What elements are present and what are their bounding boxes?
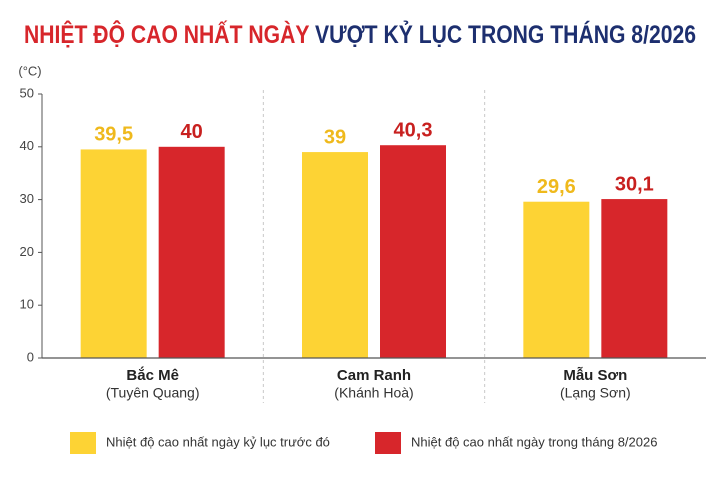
- x-tick-sublabel: (Khánh Hoà): [334, 385, 413, 401]
- chart-title: NHIỆT ĐỘ CAO NHẤT NGÀY VƯỢT KỶ LỤC TRONG…: [24, 19, 696, 49]
- bar: [601, 199, 668, 358]
- value-label: 30,1: [615, 173, 654, 195]
- x-tick-sublabel: (Lạng Sơn): [560, 385, 631, 401]
- legend-swatch: [70, 432, 96, 454]
- bar: [302, 152, 368, 358]
- legend-label: Nhiệt độ cao nhất ngày trong tháng 8/202…: [411, 434, 657, 449]
- value-label: 40: [181, 121, 203, 143]
- y-tick-label: 30: [20, 191, 34, 206]
- bar: [158, 146, 225, 358]
- bar: [80, 149, 147, 358]
- x-tick-label: Cam Ranh: [337, 367, 411, 384]
- value-label: 39: [324, 126, 346, 148]
- value-label: 29,6: [537, 176, 576, 198]
- x-tick-label: Bắc Mê: [126, 366, 179, 384]
- y-axis-label: (°C): [18, 63, 41, 78]
- y-tick-label: 20: [20, 244, 34, 259]
- y-tick-label: 50: [20, 85, 34, 100]
- title-part: VƯỢT KỶ LỤC TRONG THÁNG 8/2026: [315, 19, 696, 49]
- legend-label: Nhiệt độ cao nhất ngày kỷ lục trước đó: [106, 434, 330, 449]
- value-label: 40,3: [394, 119, 433, 141]
- bar: [523, 201, 590, 358]
- x-tick-label: Mẫu Sơn: [563, 367, 627, 384]
- y-tick-label: 40: [20, 138, 34, 153]
- y-tick-label: 10: [20, 297, 34, 312]
- y-tick-label: 0: [27, 349, 34, 364]
- legend-swatch: [375, 432, 401, 454]
- x-tick-sublabel: (Tuyên Quang): [106, 385, 200, 401]
- bar: [380, 145, 446, 358]
- value-label: 39,5: [94, 124, 133, 146]
- title-part: NHIỆT ĐỘ CAO NHẤT NGÀY: [24, 19, 310, 49]
